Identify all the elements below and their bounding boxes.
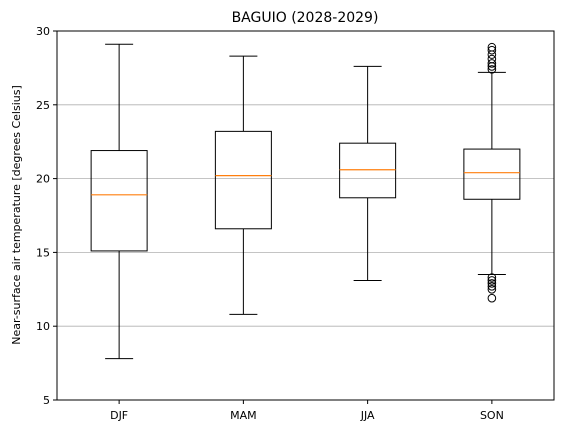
outlier-point	[487, 273, 497, 282]
outlier-point	[487, 293, 497, 303]
boxes	[90, 42, 521, 360]
outlier-point	[487, 285, 497, 294]
outlier-point	[487, 42, 497, 52]
box-djf	[90, 43, 148, 360]
iqr-box	[339, 142, 397, 199]
outlier-point	[487, 54, 497, 64]
y-axis-label: Near-surface air temperature [degrees Ce…	[10, 85, 23, 344]
box-jja	[339, 65, 397, 281]
outlier-point	[487, 50, 497, 59]
x-tick-label-son: SON	[480, 409, 504, 422]
plot-frame	[56, 30, 555, 401]
y-tick-label: 20	[36, 173, 50, 186]
chart-title: BAGUIO (2028-2029)	[232, 10, 379, 26]
y-tick-label: 25	[36, 99, 50, 112]
box-mam	[214, 55, 272, 315]
outlier-point	[487, 59, 497, 68]
x-tick-label-djf: DJF	[110, 409, 128, 422]
grid-lines	[57, 104, 554, 327]
y-tick-label: 5	[43, 394, 50, 407]
y-tick-label: 30	[36, 25, 50, 38]
iqr-box	[214, 130, 272, 230]
outlier-point	[487, 45, 497, 55]
outlier-point	[487, 279, 497, 288]
y-tick-label: 15	[36, 246, 50, 259]
y-tick-label: 10	[36, 320, 50, 333]
outlier-point	[487, 282, 497, 291]
x-tick-label-mam: MAM	[230, 409, 257, 422]
x-tick-label-jja: JJA	[360, 409, 375, 422]
outlier-point	[487, 65, 497, 74]
iqr-box	[90, 150, 148, 252]
box-son	[463, 42, 521, 303]
outlier-point	[487, 276, 497, 285]
axis-ticks: 5 10 15 20 25 30 DJF MAM JJA SON	[36, 25, 504, 422]
iqr-box	[463, 148, 521, 200]
